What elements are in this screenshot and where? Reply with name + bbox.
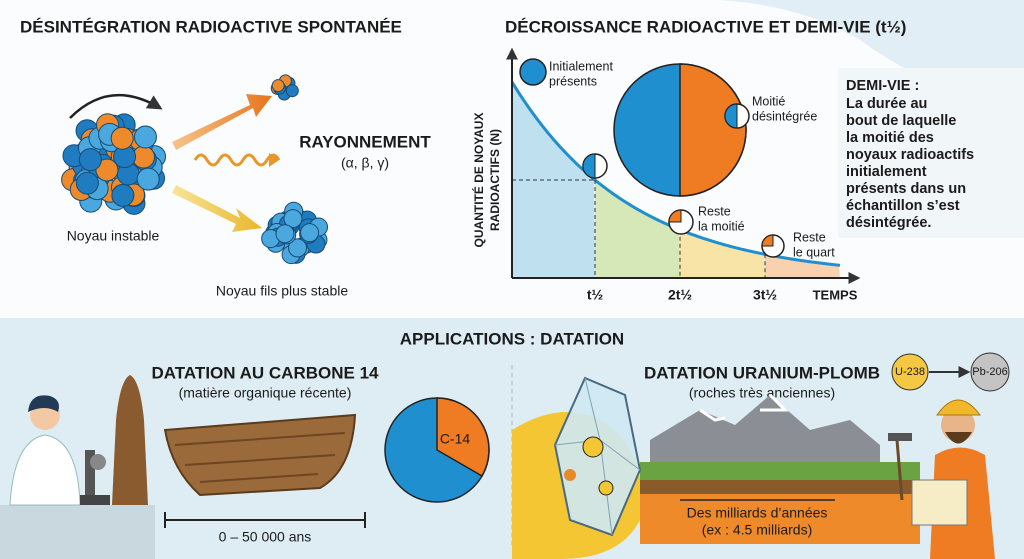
tick-label: 2t½ <box>668 287 692 303</box>
nucleon <box>78 148 102 172</box>
range-label: 0 – 50 000 ans <box>219 529 312 545</box>
wave <box>193 153 281 167</box>
definition-line: bout de laquelle <box>846 113 956 129</box>
definition-line: présents dans un <box>846 181 966 197</box>
boat-planks <box>174 432 346 483</box>
annotation: Reste <box>793 230 826 244</box>
section-title: DÉSINTÉGRATION RADIOACTIVE SPONTANÉE <box>20 17 402 36</box>
subtitle: (roches très anciennes) <box>689 385 835 401</box>
microscope-head <box>90 454 106 470</box>
nucleon <box>136 167 160 191</box>
subtitle: (matière organique récente) <box>179 385 352 401</box>
nucleon <box>110 126 134 150</box>
nucleon <box>111 183 135 207</box>
pie-label: C-14 <box>440 431 471 447</box>
rock-layer <box>640 494 920 544</box>
snow <box>699 393 789 422</box>
stable-nucleus <box>261 201 329 265</box>
big-pie-slice <box>679 63 747 197</box>
annotation: le quart <box>793 245 835 259</box>
definition-title: DEMI-VIE : <box>846 78 919 94</box>
range-label: Des milliards d’années <box>687 505 828 521</box>
pie-slice <box>724 103 738 129</box>
definition-line: échantillon s’est <box>846 198 960 214</box>
wave-head <box>269 153 279 167</box>
bench <box>0 505 155 559</box>
section-title: APPLICATIONS : DATATION <box>400 329 624 348</box>
subsection-title: DATATION AU CARBONE 14 <box>152 363 380 382</box>
axis-label: RADIOACTIFS (N) <box>488 129 502 231</box>
pie-bg <box>519 58 547 86</box>
subsection-title: DATATION URANIUM-PLOMB <box>644 363 880 382</box>
nucleon <box>288 238 308 258</box>
isotope-badge <box>970 352 1010 392</box>
pie-slice <box>582 153 596 179</box>
nucleon <box>300 223 320 243</box>
definition-box <box>838 68 1024 238</box>
annotation: Initialement <box>549 59 613 73</box>
soil <box>640 480 920 494</box>
statue <box>112 375 148 505</box>
microscope <box>85 450 95 500</box>
definition-line: noyaux radioactifs <box>846 147 974 163</box>
annotation: la moitié <box>698 219 745 233</box>
annotation: Reste <box>698 204 731 218</box>
lab-coat <box>9 434 81 506</box>
hammer-head <box>888 433 912 441</box>
inclusion <box>564 469 576 481</box>
helmet <box>936 399 981 416</box>
shaded-area <box>765 254 840 278</box>
section-title: DÉCROISSANCE RADIOACTIVE ET DEMI-VIE (t½… <box>505 17 906 36</box>
shaded-area <box>595 180 680 278</box>
rotation-arrow <box>69 93 163 119</box>
nucleon <box>285 84 299 98</box>
nucleon <box>275 224 295 244</box>
definition-line: désintégrée. <box>846 215 931 231</box>
nucleon <box>271 79 285 93</box>
hammer <box>895 439 904 501</box>
nucleon <box>75 171 99 195</box>
pie-slice <box>761 234 774 247</box>
arrow <box>172 94 272 150</box>
shaded-area <box>680 229 765 278</box>
tick-label: 3t½ <box>753 287 777 303</box>
definition-line: La durée au <box>846 96 927 112</box>
c14-slice <box>436 397 490 478</box>
pie-slice <box>668 209 682 223</box>
unstable-nucleus <box>61 113 167 215</box>
annotation: Moitié <box>752 94 785 108</box>
axis-label: TEMPS <box>813 287 858 302</box>
label: RAYONNEMENT <box>299 132 431 151</box>
radiation-symbol <box>598 480 614 496</box>
isotope-badge <box>891 353 929 391</box>
tick-label: t½ <box>587 287 604 303</box>
radiation-symbol <box>582 436 604 458</box>
axis-label: QUANTITÉ DE NOYAUX <box>471 113 486 248</box>
microscope-base <box>80 495 110 505</box>
annotation: désintégrée <box>752 109 817 123</box>
decay-chart <box>506 47 861 284</box>
range-example: (ex : 4.5 milliards) <box>702 522 812 538</box>
isotope-label: U-238 <box>895 366 925 378</box>
map <box>911 479 968 526</box>
shaded-area <box>512 82 595 278</box>
definition-line: initialement <box>846 164 927 180</box>
emitted-particle <box>270 74 299 101</box>
nucleon <box>133 125 157 149</box>
definition-line: la moitié des <box>846 130 934 146</box>
arrow <box>172 185 262 232</box>
label: Noyau fils plus stable <box>216 283 349 299</box>
label: Noyau instable <box>67 228 160 244</box>
isotope-label: Pb-206 <box>972 366 1007 378</box>
nucleon <box>95 158 119 182</box>
hair <box>28 395 59 412</box>
grass <box>640 462 920 480</box>
annotation: présents <box>549 74 597 88</box>
beard <box>945 432 972 444</box>
label: (α, β, γ) <box>341 155 389 171</box>
